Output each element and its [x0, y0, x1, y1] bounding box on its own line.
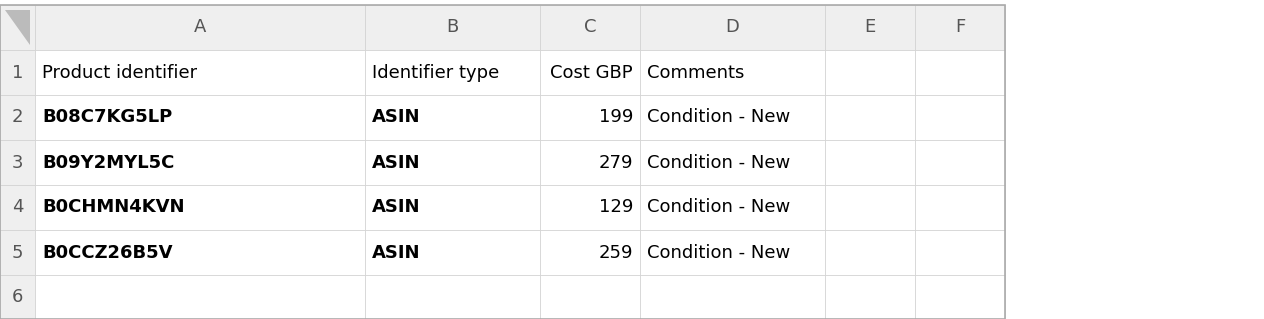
- Bar: [825, 50, 915, 95]
- Text: E: E: [865, 19, 876, 36]
- Text: 3: 3: [11, 153, 23, 172]
- Bar: [35, 275, 365, 319]
- Bar: [365, 230, 540, 275]
- Text: ASIN: ASIN: [372, 108, 421, 127]
- Bar: [825, 5, 915, 50]
- Bar: [540, 140, 640, 185]
- Text: Condition - New: Condition - New: [647, 198, 790, 217]
- Bar: [640, 50, 825, 95]
- Bar: [365, 5, 540, 50]
- Bar: [35, 95, 365, 140]
- Text: 199: 199: [599, 108, 633, 127]
- Bar: [365, 140, 540, 185]
- Text: Product identifier: Product identifier: [42, 63, 197, 81]
- Text: 4: 4: [11, 198, 23, 217]
- Bar: [35, 140, 365, 185]
- Text: ASIN: ASIN: [372, 153, 421, 172]
- Bar: [365, 50, 540, 95]
- Bar: [0, 185, 35, 230]
- Text: B: B: [446, 19, 459, 36]
- Bar: [0, 50, 35, 95]
- Bar: [540, 95, 640, 140]
- Text: Identifier type: Identifier type: [372, 63, 499, 81]
- Bar: [915, 140, 1005, 185]
- Bar: [640, 140, 825, 185]
- Bar: [0, 5, 1005, 319]
- Bar: [0, 5, 35, 50]
- Bar: [640, 185, 825, 230]
- Bar: [825, 95, 915, 140]
- Text: Condition - New: Condition - New: [647, 243, 790, 262]
- Text: B08C7KG5LP: B08C7KG5LP: [42, 108, 172, 127]
- Bar: [365, 185, 540, 230]
- Bar: [35, 5, 365, 50]
- Bar: [540, 275, 640, 319]
- Bar: [825, 140, 915, 185]
- Text: 2: 2: [11, 108, 23, 127]
- Text: A: A: [193, 19, 206, 36]
- Text: B09Y2MYL5C: B09Y2MYL5C: [42, 153, 174, 172]
- Bar: [640, 230, 825, 275]
- Bar: [35, 50, 365, 95]
- Bar: [0, 95, 35, 140]
- Text: 279: 279: [598, 153, 633, 172]
- Bar: [540, 5, 640, 50]
- Text: 6: 6: [11, 288, 23, 306]
- Text: D: D: [726, 19, 739, 36]
- Bar: [915, 185, 1005, 230]
- Bar: [915, 275, 1005, 319]
- Text: Condition - New: Condition - New: [647, 153, 790, 172]
- Text: C: C: [584, 19, 597, 36]
- Text: ASIN: ASIN: [372, 198, 421, 217]
- Bar: [640, 5, 825, 50]
- Bar: [0, 230, 35, 275]
- Text: 1: 1: [11, 63, 23, 81]
- Bar: [540, 50, 640, 95]
- Bar: [365, 95, 540, 140]
- Bar: [915, 50, 1005, 95]
- Text: 259: 259: [598, 243, 633, 262]
- Bar: [915, 5, 1005, 50]
- Bar: [0, 275, 35, 319]
- Text: Condition - New: Condition - New: [647, 108, 790, 127]
- Bar: [0, 140, 35, 185]
- Bar: [915, 95, 1005, 140]
- Polygon shape: [5, 10, 30, 45]
- Text: B0CHMN4KVN: B0CHMN4KVN: [42, 198, 185, 217]
- Text: ASIN: ASIN: [372, 243, 421, 262]
- Bar: [540, 185, 640, 230]
- Bar: [915, 230, 1005, 275]
- Bar: [825, 230, 915, 275]
- Bar: [365, 275, 540, 319]
- Bar: [640, 95, 825, 140]
- Text: Cost GBP: Cost GBP: [550, 63, 633, 81]
- Text: Comments: Comments: [647, 63, 744, 81]
- Bar: [540, 230, 640, 275]
- Bar: [640, 275, 825, 319]
- Bar: [825, 185, 915, 230]
- Text: 5: 5: [11, 243, 23, 262]
- Text: 129: 129: [599, 198, 633, 217]
- Bar: [35, 230, 365, 275]
- Text: F: F: [954, 19, 966, 36]
- Bar: [35, 185, 365, 230]
- Bar: [825, 275, 915, 319]
- Text: B0CCZ26B5V: B0CCZ26B5V: [42, 243, 172, 262]
